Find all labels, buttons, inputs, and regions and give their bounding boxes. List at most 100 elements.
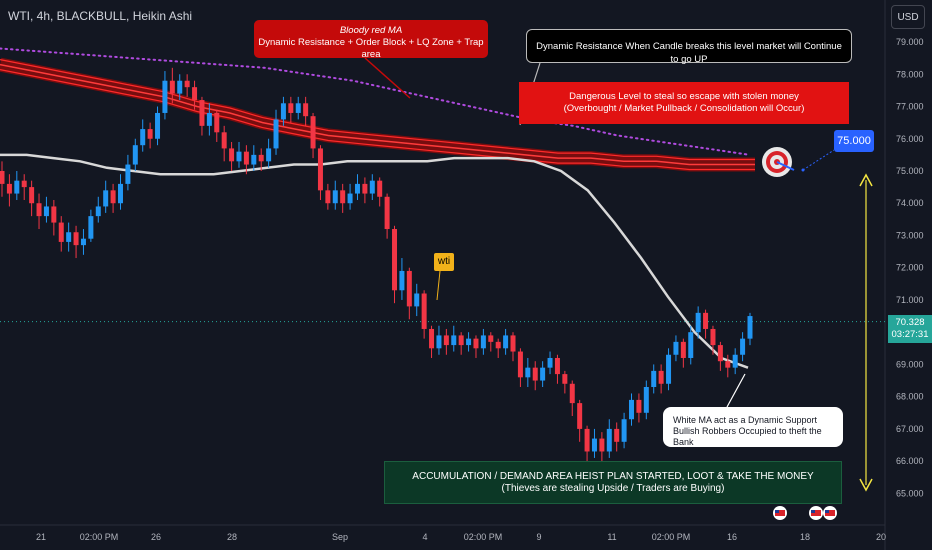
candle-body[interactable]	[192, 87, 198, 101]
candle-body[interactable]	[21, 180, 27, 188]
candle-body[interactable]	[443, 335, 449, 346]
candle-body[interactable]	[258, 154, 264, 162]
red-ma-annotation[interactable]: Bloody red MA Dynamic Resistance + Order…	[254, 20, 488, 60]
candle-body[interactable]	[421, 293, 427, 329]
candle-body[interactable]	[591, 438, 597, 452]
candle-body[interactable]	[569, 383, 575, 404]
candle-body[interactable]	[725, 361, 731, 368]
candle-body[interactable]	[221, 132, 227, 149]
dynamic-resistance-annotation[interactable]: Dynamic Resistance When Candle breaks th…	[526, 29, 852, 65]
candle-body[interactable]	[658, 370, 664, 384]
wti-tag[interactable]: wti	[434, 253, 454, 271]
candle-body[interactable]	[458, 335, 464, 346]
candle-body[interactable]	[554, 357, 560, 375]
candle-body[interactable]	[236, 151, 242, 162]
candle-body[interactable]	[29, 187, 35, 204]
candle-body[interactable]	[95, 206, 101, 217]
candle-body[interactable]	[110, 190, 116, 204]
candle-body[interactable]	[488, 335, 494, 342]
candle-body[interactable]	[280, 103, 286, 120]
candle-body[interactable]	[369, 180, 375, 194]
candle-body[interactable]	[599, 438, 605, 452]
candle-body[interactable]	[666, 354, 672, 384]
candle-body[interactable]	[429, 328, 435, 349]
candle-body[interactable]	[636, 399, 642, 413]
candle-body[interactable]	[740, 338, 746, 355]
candle-body[interactable]	[510, 335, 516, 352]
candle-body[interactable]	[340, 190, 346, 204]
candle-body[interactable]	[288, 103, 294, 113]
candle-body[interactable]	[695, 312, 701, 333]
candle-body[interactable]	[414, 293, 420, 307]
candle-body[interactable]	[58, 222, 64, 242]
danger-level-annotation[interactable]: Dangerous Level to steal so escape with …	[519, 82, 849, 124]
candle-body[interactable]	[540, 367, 546, 381]
candle-body[interactable]	[710, 328, 716, 346]
candle-body[interactable]	[473, 338, 479, 349]
candle-body[interactable]	[132, 145, 138, 165]
candle-body[interactable]	[199, 100, 205, 126]
candle-body[interactable]	[480, 335, 486, 349]
candle-body[interactable]	[66, 232, 72, 242]
candle-body[interactable]	[747, 316, 753, 339]
candle-body[interactable]	[266, 148, 272, 162]
candle-body[interactable]	[680, 341, 686, 358]
candle-body[interactable]	[325, 190, 331, 204]
candle-body[interactable]	[214, 112, 220, 133]
candle-body[interactable]	[547, 357, 553, 368]
candle-body[interactable]	[6, 183, 12, 194]
candle-body[interactable]	[392, 229, 398, 291]
candle-body[interactable]	[377, 180, 383, 197]
candle-body[interactable]	[643, 386, 649, 413]
candle-body[interactable]	[177, 80, 183, 94]
candle-body[interactable]	[206, 112, 212, 126]
candle-body[interactable]	[362, 183, 368, 194]
candle-body[interactable]	[169, 80, 175, 94]
candle-body[interactable]	[332, 190, 338, 204]
candle-body[interactable]	[436, 335, 442, 349]
accumulation-annotation[interactable]: ACCUMULATION / DEMAND AREA HEIST PLAN ST…	[384, 461, 842, 504]
candle-body[interactable]	[406, 270, 412, 307]
candle-body[interactable]	[73, 232, 79, 246]
candle-body[interactable]	[517, 351, 523, 378]
candle-body[interactable]	[354, 183, 360, 194]
candle-body[interactable]	[251, 154, 257, 165]
candle-body[interactable]	[0, 170, 5, 184]
candle-body[interactable]	[273, 119, 279, 149]
price-axis-panel[interactable]	[885, 0, 932, 550]
candle-body[interactable]	[184, 80, 190, 88]
candle-body[interactable]	[673, 341, 679, 355]
candle-body[interactable]	[88, 216, 94, 239]
candle-body[interactable]	[310, 116, 316, 149]
candle-body[interactable]	[621, 419, 627, 442]
candle-body[interactable]	[317, 148, 323, 191]
currency-button[interactable]: USD	[891, 5, 925, 29]
candle-body[interactable]	[125, 164, 131, 184]
white-ma-annotation[interactable]: White MA act as a Dynamic Support Bullis…	[663, 407, 843, 447]
candle-body[interactable]	[688, 332, 694, 358]
candle-body[interactable]	[614, 428, 620, 442]
candle-body[interactable]	[347, 193, 353, 204]
target-price-label[interactable]: 75.000	[834, 130, 874, 152]
candle-body[interactable]	[117, 183, 123, 204]
candle-body[interactable]	[155, 112, 161, 139]
candle-body[interactable]	[577, 403, 583, 429]
candle-body[interactable]	[147, 129, 153, 139]
candle-body[interactable]	[80, 238, 86, 246]
candle-body[interactable]	[584, 428, 590, 452]
candle-body[interactable]	[466, 338, 472, 346]
symbol-title[interactable]: WTI, 4h, BLACKBULL, Heikin Ashi	[8, 9, 193, 23]
candle-body[interactable]	[606, 428, 612, 452]
candle-body[interactable]	[651, 370, 657, 387]
candle-body[interactable]	[532, 367, 538, 381]
candle-body[interactable]	[503, 335, 509, 349]
candle-body[interactable]	[243, 151, 249, 165]
candle-body[interactable]	[36, 203, 42, 217]
candle-body[interactable]	[525, 367, 531, 378]
candle-body[interactable]	[162, 80, 168, 113]
candle-body[interactable]	[295, 103, 301, 113]
candle-body[interactable]	[103, 190, 109, 207]
candle-body[interactable]	[14, 180, 20, 194]
candle-body[interactable]	[562, 374, 568, 384]
